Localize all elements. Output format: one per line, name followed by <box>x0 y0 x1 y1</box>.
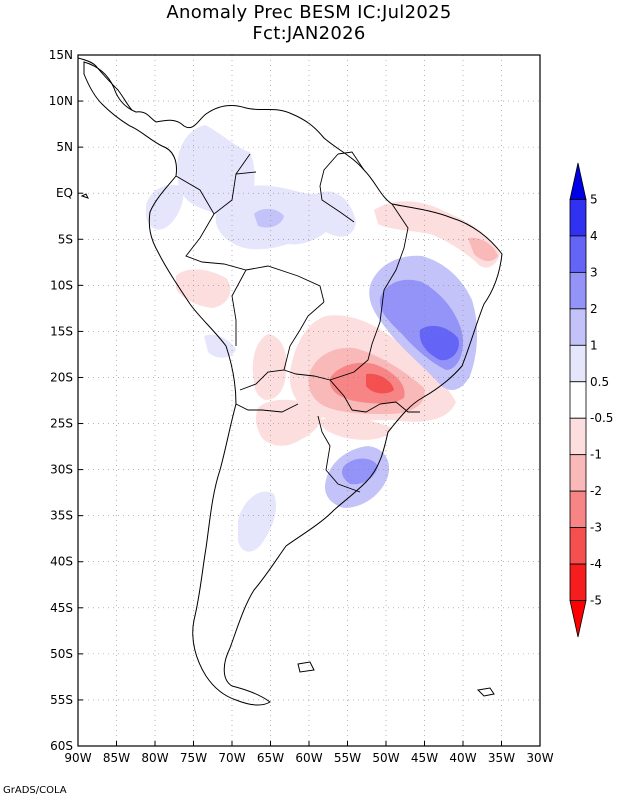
lon-tick-label: 30W <box>526 751 553 765</box>
anomaly-bolivia-dry <box>252 334 287 400</box>
colorbar-swatch <box>569 563 587 601</box>
colorbar-swatch <box>569 235 587 273</box>
anomaly-central-amazon-wet-inner <box>254 208 284 228</box>
colorbar-label: -0.5 <box>590 411 613 425</box>
colorbar-swatch <box>569 381 587 419</box>
anomaly-northern-argentina-dry <box>255 399 322 446</box>
lat-tick-label: 35S <box>50 509 73 523</box>
map-gridlines <box>78 55 540 746</box>
colorbar-label: -5 <box>590 594 602 608</box>
lon-tick-label: 75W <box>180 751 207 765</box>
lat-tick-label: 60S <box>50 739 73 753</box>
lat-tick-label: 10N <box>49 94 73 108</box>
colorbar-swatch <box>569 600 587 638</box>
anomaly-northern-argentina-dry-2 <box>320 417 392 440</box>
colorbar-swatch <box>569 527 587 565</box>
lon-tick-label: 80W <box>141 751 168 765</box>
chart-title-line-1: Anomaly Prec BESM IC:Jul2025 <box>166 2 452 23</box>
lon-tick-label: 55W <box>334 751 361 765</box>
chart-title-line-2: Fct:JAN2026 <box>252 23 366 44</box>
falkland-islands <box>297 661 315 673</box>
lon-tick-label: 50W <box>372 751 399 765</box>
central-america-coastline <box>78 57 133 111</box>
colorbar-label: 1 <box>590 338 598 352</box>
lat-tick-label: 20S <box>50 370 73 384</box>
anomaly-fill-layer <box>146 125 500 655</box>
anomaly-ecuador-coast-wet <box>146 184 184 230</box>
colorbar: 5 4 3 2 1 0.5 -0.5 -1 -2 -3 -4 -5 <box>569 162 613 638</box>
lat-tick-label: 25S <box>50 417 73 431</box>
lat-tick-label: 10S <box>50 278 73 292</box>
anomaly-northeast-interior-wet-core <box>419 325 459 361</box>
lat-tick-label: 15S <box>50 324 73 338</box>
colorbar-label: 3 <box>590 265 598 279</box>
colorbar-label: -1 <box>590 448 602 462</box>
anomaly-argentina-wet <box>238 491 277 552</box>
anomaly-northeast-coast-dry <box>374 201 500 268</box>
colorbar-swatch <box>569 271 587 310</box>
colorbar-swatch <box>569 162 587 200</box>
lon-tick-label: 40W <box>449 751 476 765</box>
lon-tick-label: 90W <box>64 751 91 765</box>
lon-tick-label: 35W <box>488 751 515 765</box>
lon-tick-label: 60W <box>295 751 322 765</box>
anomaly-peru-dry <box>176 269 231 308</box>
colorbar-label: 5 <box>590 192 598 206</box>
lon-tick-label: 85W <box>103 751 130 765</box>
anomaly-northeast-coast-dry-inner <box>468 237 498 262</box>
south-america-coastline <box>83 61 503 706</box>
latitude-axis: 15N 10N 5N EQ 5S 10S 15S 20S 25S 30S 35S 40S 45S 50S 5… <box>49 48 83 753</box>
south-georgia-island <box>476 687 495 697</box>
lon-tick-label: 45W <box>411 751 438 765</box>
colorbar-label: 0.5 <box>590 375 609 389</box>
colorbar-label: -4 <box>590 557 602 571</box>
lat-tick-label: 30S <box>50 463 73 477</box>
lat-tick-label: 15N <box>49 48 73 62</box>
anomaly-southern-brazil-wet-core <box>342 458 378 485</box>
country-borders <box>175 151 420 493</box>
colorbar-swatch <box>569 344 587 383</box>
coastline-and-borders <box>78 57 503 706</box>
longitude-axis: 90W 85W 80W 75W 70W 65W 60W 55W 50W 45W 40W 35W 30W <box>64 741 554 765</box>
anomaly-central-brazil-dry-peak <box>366 373 394 394</box>
colorbar-swatch <box>569 454 587 492</box>
anomaly-central-amazon-wet-outer <box>215 185 356 250</box>
lat-tick-label: 55S <box>50 693 73 707</box>
colorbar-label: -2 <box>590 484 602 498</box>
colorbar-label: -3 <box>590 521 602 535</box>
galapagos-islands <box>80 193 89 199</box>
lat-tick-label: EQ <box>56 186 73 200</box>
lat-tick-label: 45S <box>50 601 73 615</box>
lat-tick-label: 40S <box>50 555 73 569</box>
lat-tick-label: 5N <box>56 140 73 154</box>
lat-tick-label: 5S <box>58 232 73 246</box>
colorbar-swatch <box>569 417 587 456</box>
lon-tick-label: 65W <box>257 751 284 765</box>
colorbar-swatch <box>569 308 587 346</box>
colorbar-swatch <box>569 199 587 237</box>
anomaly-patagonia-dry <box>198 575 239 655</box>
colorbar-label: 2 <box>590 302 598 316</box>
colorbar-swatch <box>569 490 587 529</box>
lat-tick-label: 50S <box>50 647 73 661</box>
colorbar-label: 4 <box>590 229 598 243</box>
lon-tick-label: 70W <box>218 751 245 765</box>
grads-credit: GrADS/COLA <box>3 785 67 796</box>
